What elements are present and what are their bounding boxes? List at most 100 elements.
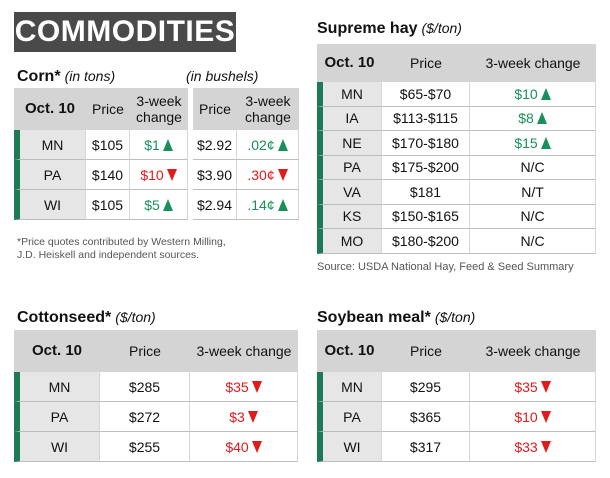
cell: $285 (100, 372, 190, 402)
cell: $33 (470, 432, 596, 462)
cell: N/T (470, 180, 596, 205)
title-text: Corn* (17, 68, 61, 85)
cell: $113-$115 (382, 106, 470, 131)
column-header: 3-week change (190, 330, 298, 372)
arrow-up (277, 198, 288, 211)
table-row: IA $113-$115 $8 (317, 106, 596, 131)
header-row: Oct. 10 Price 3-week change (317, 330, 596, 372)
cell: $10 (130, 160, 188, 190)
cell: PA (317, 402, 382, 432)
cell: .14¢ (237, 190, 299, 220)
column-header: Price (86, 88, 130, 130)
column-header: Price (100, 330, 190, 372)
section-unit: (in bushels) (186, 68, 258, 86)
change-value: $35 (225, 378, 249, 395)
change-value: $10 (514, 408, 538, 425)
arrow-shape (540, 136, 551, 149)
column-header: Price (382, 330, 470, 372)
arrow-up (540, 87, 551, 100)
cell: .30¢ (237, 160, 299, 190)
arrow-down (251, 440, 262, 453)
column-header: 3-week change (470, 330, 596, 372)
table-row: PA $140 $10 $3.90 .30¢ (14, 160, 299, 190)
header-row: Oct. 10 Price 3-week change (14, 330, 298, 372)
arrow-shape (277, 168, 288, 181)
header-row: Oct. 10 Price 3-week change (317, 44, 596, 82)
column-header: Oct. 10 (317, 330, 382, 372)
cell: KS (317, 204, 382, 229)
arrow-shape (540, 87, 551, 100)
cell: IA (317, 106, 382, 131)
arrow-up (536, 112, 547, 125)
title-text: Supreme hay (317, 20, 418, 37)
cell: PA (14, 160, 86, 190)
cell: $175-$200 (382, 155, 470, 180)
cell: WI (14, 432, 100, 462)
arrow-shape (277, 198, 288, 211)
column-header: 3-week change (130, 88, 188, 130)
cell: $272 (100, 402, 190, 432)
table-row: WI $317 $33 (317, 432, 596, 462)
cell: $15 (470, 131, 596, 156)
change-value: $3 (229, 408, 245, 425)
change-value: .30¢ (247, 166, 275, 183)
cell: $105 (86, 190, 130, 220)
arrow-down (251, 380, 262, 393)
cell: MN (317, 372, 382, 402)
arrow-shape (162, 138, 173, 151)
arrow-down (540, 380, 551, 393)
cell: $35 (470, 372, 596, 402)
section-title: Corn* (in tons) (17, 68, 115, 86)
cell: WI (317, 432, 382, 462)
arrow-down (540, 440, 551, 453)
arrow-shape (162, 198, 173, 211)
cell: $150-$165 (382, 204, 470, 229)
arrow-down (540, 410, 551, 423)
cell: $2.92 (193, 130, 237, 160)
arrow-shape (540, 410, 551, 423)
cell: PA (14, 402, 100, 432)
table-row: MO $180-$200 N/C (317, 229, 596, 254)
unit: ($/ton) (115, 309, 156, 325)
arrow-shape (251, 380, 262, 393)
cell: $40 (190, 432, 298, 462)
table-row: MN $285 $35 (14, 372, 298, 402)
change-value: .02¢ (247, 136, 275, 153)
cell: $2.94 (193, 190, 237, 220)
table-row: MN $65-$70 $10 (317, 82, 596, 107)
arrow-shape (540, 440, 551, 453)
table-row: VA $181 N/T (317, 180, 596, 205)
cell: $105 (86, 130, 130, 160)
change-value: $8 (518, 110, 534, 127)
cell: $180-$200 (382, 229, 470, 254)
unit: (in bushels) (186, 68, 259, 84)
cell: MN (14, 130, 86, 160)
cell: $10 (470, 82, 596, 107)
table-row: KS $150-$165 N/C (317, 204, 596, 229)
change-value: $35 (514, 378, 538, 395)
arrow-shape (166, 168, 177, 181)
source: Source: USDA National Hay, Feed & Seed S… (317, 261, 574, 273)
table-row: PA $272 $3 (14, 402, 298, 432)
cell: $365 (382, 402, 470, 432)
cell: $255 (100, 432, 190, 462)
cell: $3 (190, 402, 298, 432)
unit: (in tons) (64, 68, 116, 84)
cell: WI (14, 190, 86, 220)
change-value: $33 (514, 438, 538, 455)
table: Oct. 10 Price 3-week change Price 3-week cha… (14, 88, 299, 220)
cell: VA (317, 180, 382, 205)
column-header: 3-week change (237, 88, 299, 130)
arrow-down (166, 168, 177, 181)
change-value: $1 (144, 136, 160, 153)
table-row: WI $105 $5 $2.94 .14¢ (14, 190, 299, 220)
cell: $295 (382, 372, 470, 402)
cell: $10 (470, 402, 596, 432)
column-header: 3-week change (470, 44, 596, 82)
header-row: Oct. 10 Price 3-week change Price 3-week cha… (14, 88, 299, 130)
cell: MN (14, 372, 100, 402)
unit: ($/ton) (421, 20, 462, 36)
column-header: Price (193, 88, 237, 130)
table-row: PA $175-$200 N/C (317, 155, 596, 180)
